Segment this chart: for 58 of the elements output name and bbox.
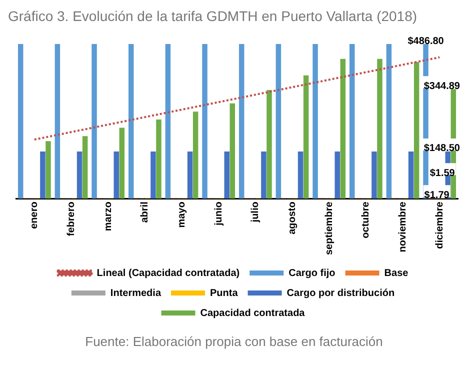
data-label: $148.50 xyxy=(424,143,460,154)
bar xyxy=(192,112,198,199)
bar xyxy=(340,58,346,199)
bar xyxy=(202,44,208,199)
legend-label: Base xyxy=(384,268,409,279)
bar xyxy=(76,151,82,199)
bar xyxy=(312,44,318,199)
x-tick-label: julio xyxy=(250,202,262,224)
bar xyxy=(238,44,244,199)
bar xyxy=(266,90,272,199)
x-tick-label: octubre xyxy=(360,201,372,238)
bar xyxy=(114,151,119,199)
data-label: $344.89 xyxy=(424,80,460,92)
bar xyxy=(372,151,377,199)
bar xyxy=(187,151,193,199)
bar xyxy=(165,44,171,199)
bar xyxy=(414,62,420,199)
bar xyxy=(82,136,88,199)
data-label: $1.59 xyxy=(430,168,456,179)
x-tick-label: agosto xyxy=(287,202,298,234)
bar xyxy=(303,75,309,199)
bar xyxy=(298,151,304,199)
x-tick-label: febrero xyxy=(66,202,77,236)
bar xyxy=(408,151,414,199)
bar xyxy=(261,151,266,199)
bar xyxy=(40,151,46,199)
bar xyxy=(150,151,156,199)
chart-title: Gráfico 3. Evolución de la tarifa GDMTH en Puerto Vallarta (2018) xyxy=(8,8,418,24)
legend-label: Lineal (Capacidad contratada) xyxy=(96,268,240,279)
x-tick-label: mayo xyxy=(176,202,188,228)
legend-label: Intermedia xyxy=(110,288,162,299)
bar xyxy=(119,128,125,199)
bar xyxy=(334,151,340,199)
x-tick-label: noviembre xyxy=(398,201,408,252)
bar xyxy=(224,151,230,199)
legend-label: Punta xyxy=(210,288,238,299)
x-tick-label: marzo xyxy=(102,202,114,232)
bar xyxy=(18,44,24,199)
bar xyxy=(276,44,282,199)
legend-label: Cargo fijo xyxy=(288,268,336,279)
x-tick-label: abril xyxy=(140,201,151,223)
x-tick-label: enero xyxy=(29,202,40,229)
bar xyxy=(349,44,355,199)
bar xyxy=(46,141,51,199)
data-label: $486.80 xyxy=(408,36,444,47)
bar xyxy=(377,58,382,199)
bar xyxy=(92,44,97,199)
bar xyxy=(54,44,60,199)
x-tick-label: junio xyxy=(213,202,224,227)
bar xyxy=(386,44,392,199)
x-tick-label: diciembre xyxy=(434,201,446,249)
bar xyxy=(156,120,162,199)
bar xyxy=(128,44,134,199)
source-note: Fuente: Elaboración propia con base en facturación xyxy=(84,334,384,349)
x-tick-label: septiembre xyxy=(324,201,335,256)
bar xyxy=(230,103,236,199)
legend-label: Cargo por distribución xyxy=(286,288,395,299)
legend-label: Capacidad contratada xyxy=(200,308,306,319)
